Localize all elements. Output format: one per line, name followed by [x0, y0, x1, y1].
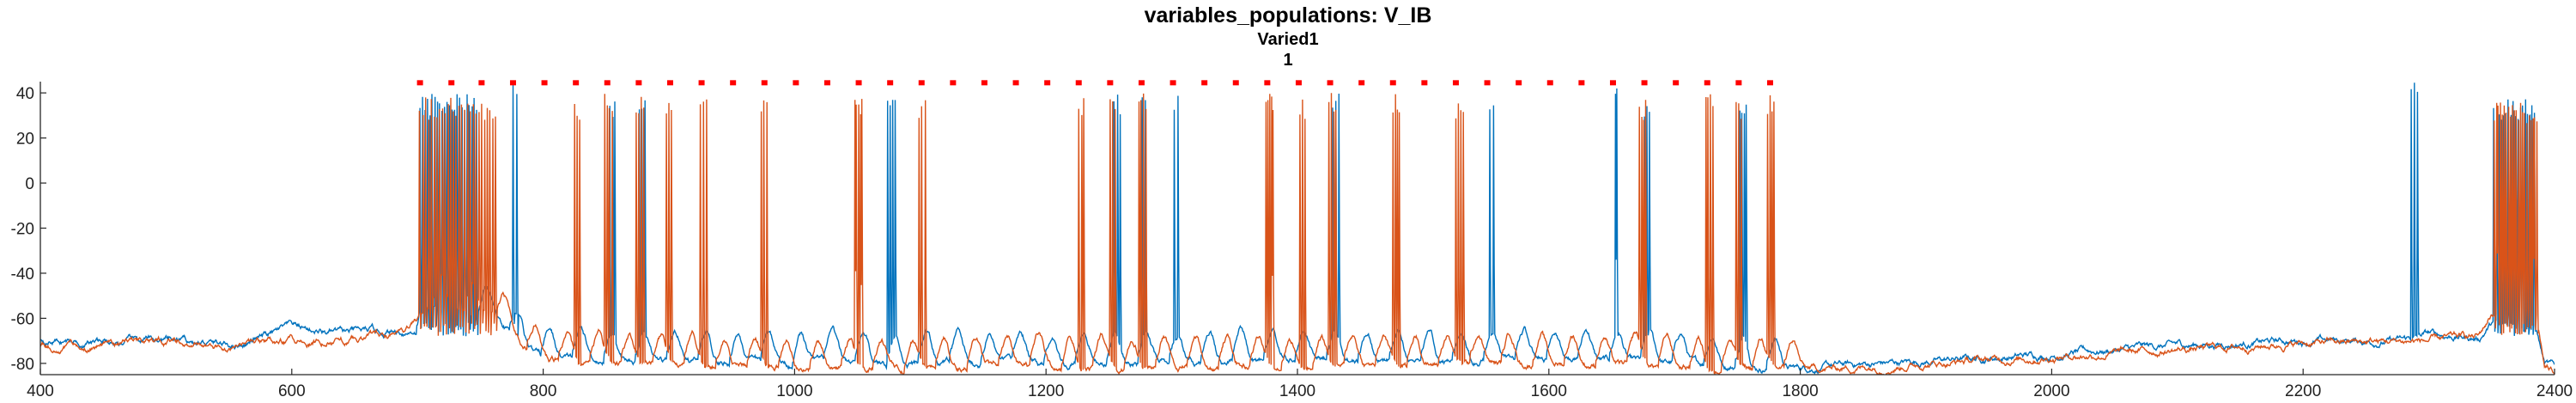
spike-marker: [793, 80, 799, 86]
chart-subtitle-2: 1: [1283, 51, 1292, 70]
spike-marker: [478, 80, 485, 86]
spike-marker: [730, 80, 737, 86]
spike-marker: [1421, 80, 1428, 86]
x-tick-label: 1800: [1782, 382, 1818, 400]
spike-marker: [541, 80, 548, 86]
axes: 400 600 800 1000 1200 1400 1600 1800 2000 2200 240…: [11, 82, 2573, 400]
spike-marker: [918, 80, 925, 86]
spike-marker: [573, 80, 580, 86]
spike-marker: [448, 80, 455, 86]
spike-marker: [1264, 80, 1271, 86]
spike-marker: [1546, 80, 1553, 86]
spike-marker: [855, 80, 862, 86]
spike-marker: [1389, 80, 1396, 86]
spike-marker: [761, 80, 768, 86]
x-tick-label: 2000: [2033, 382, 2069, 400]
spike-marker: [1012, 80, 1019, 86]
spike-marker: [1327, 80, 1334, 86]
spike-marker: [1704, 80, 1710, 86]
spike-marker: [509, 80, 516, 86]
spike-marker: [1673, 80, 1680, 86]
spike-marker: [823, 80, 830, 86]
x-tick-label: 400: [27, 382, 54, 400]
y-tick-label: -80: [11, 356, 34, 374]
x-tick-label: 1000: [776, 382, 812, 400]
spike-marker: [604, 80, 611, 86]
spike-marker: [981, 80, 987, 86]
x-tick-label: 1400: [1279, 382, 1315, 400]
spike-marker: [416, 80, 423, 86]
spike-marker: [1484, 80, 1491, 86]
series-1-line: [40, 82, 2555, 375]
spike-marker: [1452, 80, 1459, 86]
chart-subtitle: Varied1: [1257, 30, 1318, 49]
spike-marker: [887, 80, 894, 86]
y-tick-label: 40: [16, 85, 34, 103]
spike-marker: [666, 80, 673, 86]
spike-marker: [1044, 80, 1051, 86]
spike-marker: [1201, 80, 1208, 86]
spike-marker: [1295, 80, 1302, 86]
x-tick-label: 1600: [1531, 382, 1567, 400]
x-tick-label: 2400: [2537, 382, 2573, 400]
spike-marker: [1609, 80, 1616, 86]
spike-marker: [1075, 80, 1082, 86]
series-2-line: [40, 93, 2555, 375]
y-tick-label: -60: [11, 310, 34, 328]
spike-marker: [1358, 80, 1365, 86]
spike-marker: [1641, 80, 1648, 86]
spike-marker: [1578, 80, 1585, 86]
spike-marker: [950, 80, 957, 86]
spike-marker: [1107, 80, 1114, 86]
spike-marker: [1516, 80, 1522, 86]
spike-marker: [1232, 80, 1239, 86]
spike-marker: [1170, 80, 1176, 86]
spike-marker: [635, 80, 642, 86]
x-tick-label: 800: [530, 382, 557, 400]
x-tick-label: 1200: [1028, 382, 1064, 400]
y-tick-label: -40: [11, 266, 34, 284]
spike-marker: [1138, 80, 1145, 86]
chart-title: variables_populations: V_IB: [1145, 3, 1432, 27]
y-tick-label: 20: [16, 131, 34, 149]
spike-marker: [1766, 80, 1773, 86]
spike-marker: [698, 80, 705, 86]
spike-marker: [1735, 80, 1742, 86]
y-tick-label: -20: [11, 221, 34, 239]
y-tick-label: 0: [25, 175, 34, 193]
x-tick-label: 600: [278, 382, 306, 400]
x-tick-label: 2200: [2285, 382, 2321, 400]
